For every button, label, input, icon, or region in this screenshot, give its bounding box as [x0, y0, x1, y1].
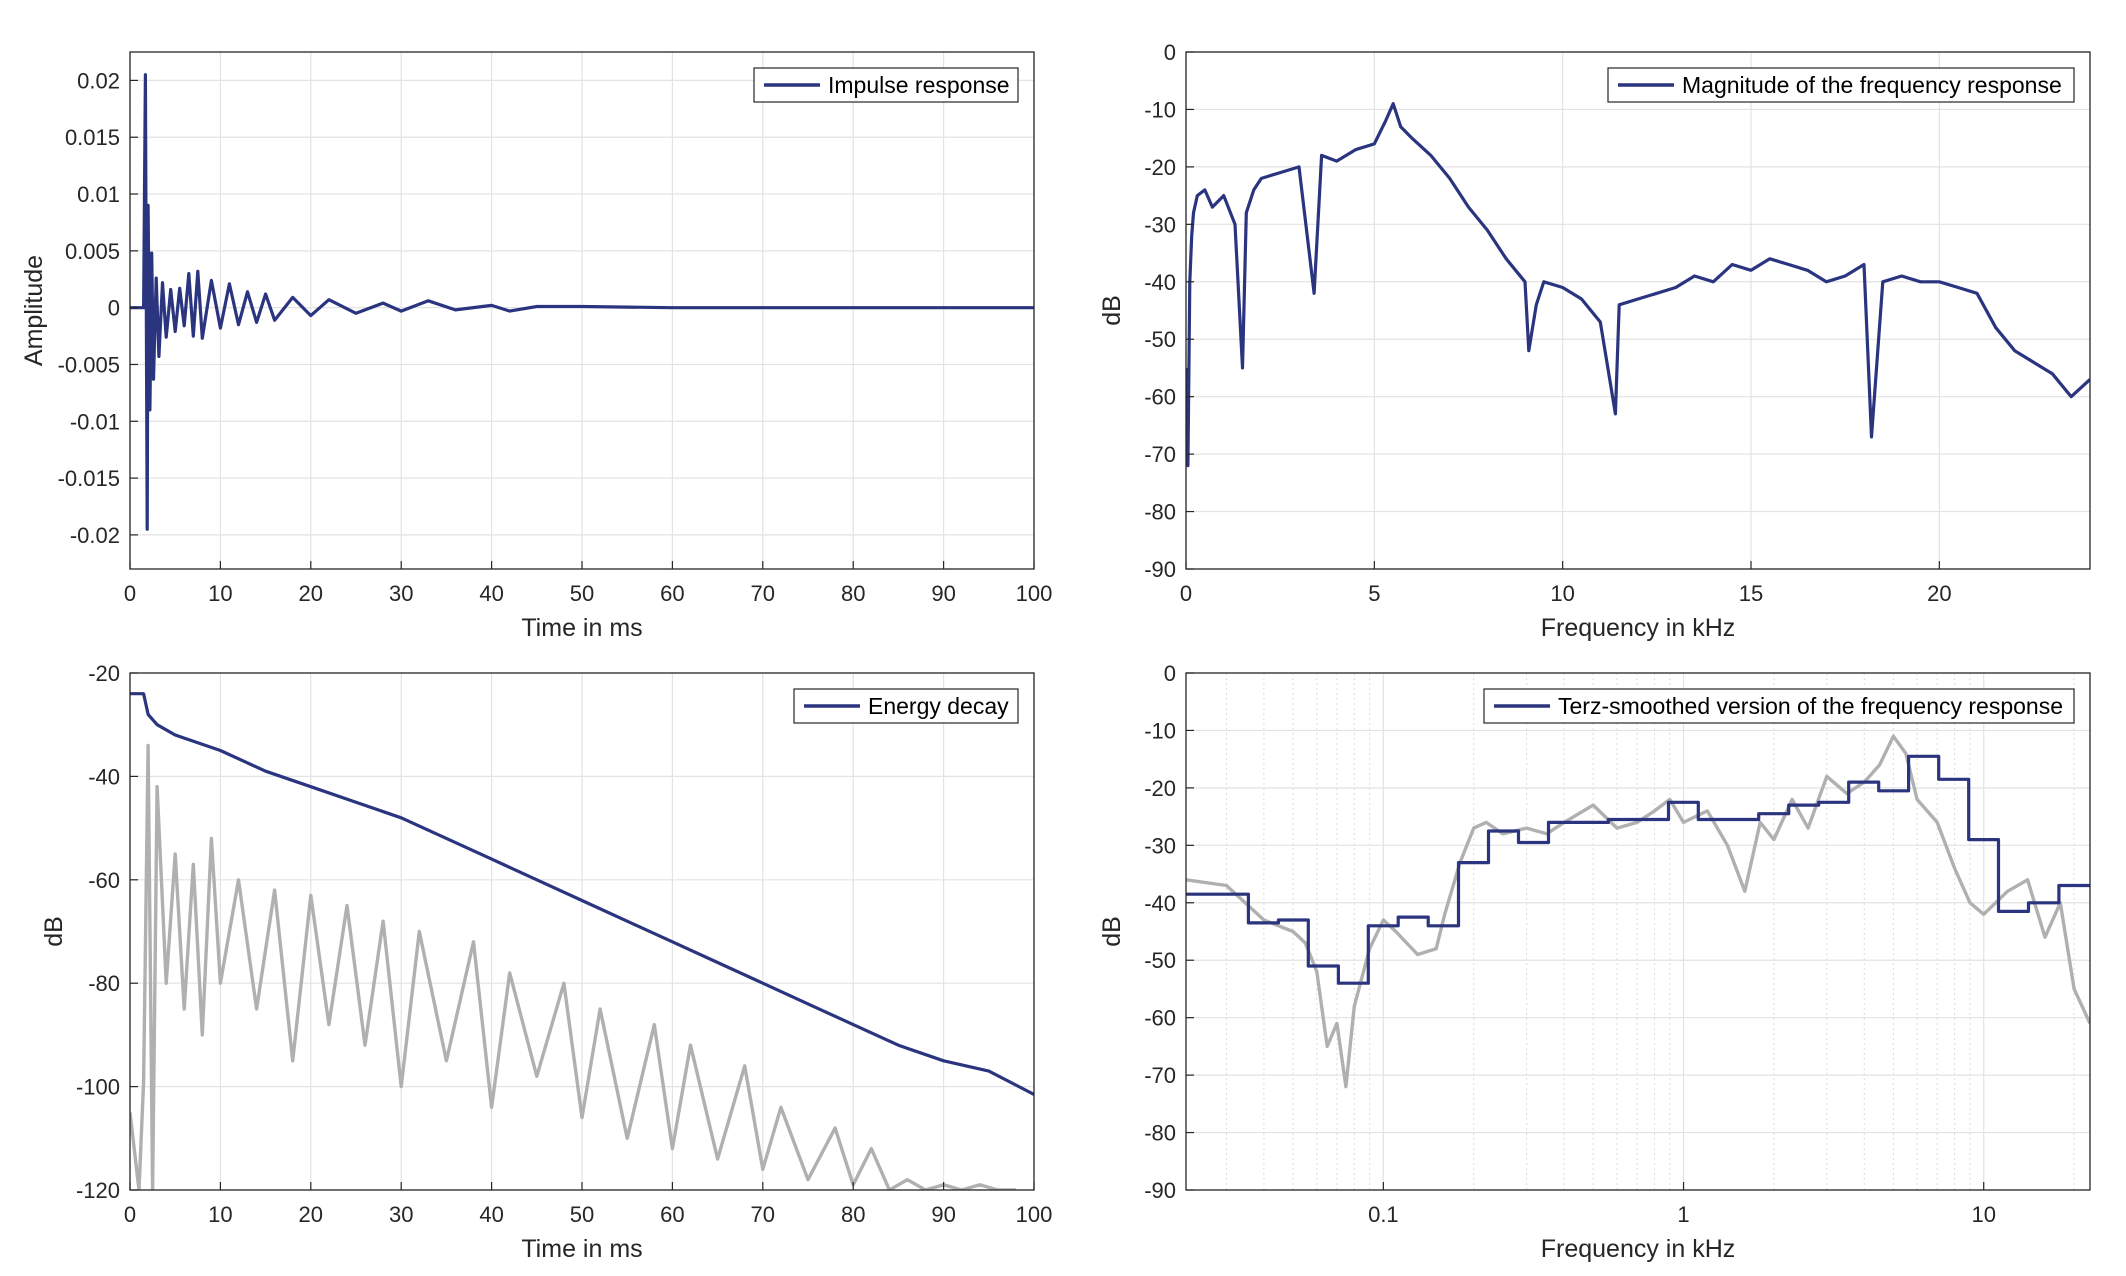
y-tick-label: -50 — [1144, 948, 1176, 973]
x-tick-label: 30 — [389, 581, 413, 606]
y-axis-label: dB — [40, 916, 68, 947]
y-axis-label: dB — [1098, 295, 1126, 326]
x-tick-label: 20 — [299, 1202, 323, 1227]
x-tick-label: 70 — [751, 581, 775, 606]
energy-decay-axes: 0 10 20 30 40 50 60 70 80 90 100 -120 -100 -80 -60 -40 -… — [40, 661, 1052, 1263]
series-group — [130, 692, 1034, 1190]
y-tick-label: -70 — [1144, 442, 1176, 467]
x-tick-label: 70 — [751, 1202, 775, 1227]
y-tick-label: -20 — [88, 661, 120, 686]
x-tick-label: 80 — [841, 581, 865, 606]
legend-label: Energy decay — [868, 693, 1009, 719]
x-axis-label: Frequency in kHz — [1541, 1235, 1736, 1263]
y-tick-label: -60 — [1144, 1006, 1176, 1031]
legend-label: Impulse response — [828, 72, 1010, 98]
y-tick-label: -40 — [1144, 270, 1176, 295]
series-line — [130, 692, 1034, 1096]
legend-box — [1483, 688, 2075, 724]
x-tick-label: 50 — [570, 1202, 594, 1227]
y-axis-label: dB — [1098, 916, 1126, 947]
x-tick-label: 15 — [1739, 581, 1763, 606]
axes-box — [1185, 51, 2091, 570]
y-tick-label: 0.02 — [77, 68, 120, 93]
series-group — [1186, 102, 2090, 468]
x-tick-label: 100 — [1016, 581, 1053, 606]
series-line — [1186, 102, 2090, 468]
frequency-response-axes: 0 5 10 15 20 -90 -80 -70 -60 -50 -40 -30 -20 -10 0 Freq… — [1098, 40, 2091, 642]
y-tick-label: -10 — [1144, 97, 1176, 122]
x-tick-label: 20 — [1927, 581, 1951, 606]
impulse-response-axes: 0 10 20 30 40 50 60 70 80 90 100 -0.02 -0.015 -0.01 -0… — [20, 51, 1053, 642]
x-tick-label: 20 — [299, 581, 323, 606]
series-line — [130, 73, 1034, 531]
y-tick-label: -80 — [1144, 500, 1176, 525]
y-tick-label: -40 — [88, 764, 120, 789]
x-axis-label: Frequency in kHz — [1541, 614, 1736, 642]
x-tick-label: 40 — [479, 581, 503, 606]
x-tick-label: 60 — [660, 581, 684, 606]
y-tick-label: 0.015 — [65, 125, 120, 150]
x-tick-label: 0.1 — [1368, 1202, 1399, 1227]
y-tick-label: -0.02 — [70, 523, 120, 548]
y-tick-label: -20 — [1144, 155, 1176, 180]
x-tick-label: 10 — [1971, 1202, 1995, 1227]
y-tick-label: -20 — [1144, 776, 1176, 801]
x-tick-label: 5 — [1368, 581, 1380, 606]
y-tick-label: -60 — [1144, 385, 1176, 410]
y-tick-label: 0 — [108, 296, 120, 321]
x-tick-label: 30 — [389, 1202, 413, 1227]
plot-area — [1186, 673, 2090, 1190]
y-tick-label: 0 — [1164, 661, 1176, 686]
x-tick-label: 40 — [479, 1202, 503, 1227]
raw-series-line — [130, 743, 1016, 1190]
x-axis-label: Time in ms — [521, 614, 642, 642]
y-tick-label: -30 — [1144, 833, 1176, 858]
y-tick-label: -70 — [1144, 1063, 1176, 1088]
y-tick-label: 0 — [1164, 40, 1176, 65]
y-tick-label: -50 — [1144, 327, 1176, 352]
y-tick-label: -0.015 — [58, 466, 120, 491]
legend-label: Magnitude of the frequency response — [1682, 72, 2062, 98]
x-tick-label: 0 — [1180, 581, 1192, 606]
y-tick-label: -30 — [1144, 212, 1176, 237]
x-tick-label: 10 — [1550, 581, 1574, 606]
x-tick-label: 50 — [570, 581, 594, 606]
x-axis-label: Time in ms — [521, 1235, 642, 1263]
x-tick-label: 0 — [124, 1202, 136, 1227]
y-tick-label: -120 — [76, 1178, 120, 1203]
y-tick-label: -90 — [1144, 557, 1176, 582]
series-group — [1186, 734, 2090, 1089]
series-group — [130, 73, 1034, 531]
y-tick-label: 0.01 — [77, 182, 120, 207]
y-tick-label: -80 — [1144, 1121, 1176, 1146]
terz-smoothed-axes: 0.1 1 10 -90 -80 -70 -60 -50 -40 -30 -20 -10 0 Freque… — [1098, 661, 2091, 1263]
x-tick-label: 90 — [931, 1202, 955, 1227]
x-tick-label: 60 — [660, 1202, 684, 1227]
plot-area — [1186, 52, 2090, 569]
legend-label: Terz-smoothed version of the frequency r… — [1558, 693, 2063, 719]
y-tick-label: -40 — [1144, 891, 1176, 916]
series-line — [1186, 754, 2090, 985]
x-tick-label: 10 — [208, 1202, 232, 1227]
x-tick-label: 0 — [124, 581, 136, 606]
y-tick-label: -0.01 — [70, 409, 120, 434]
x-tick-label: 100 — [1016, 1202, 1053, 1227]
x-tick-label: 80 — [841, 1202, 865, 1227]
legend-box — [1607, 67, 2075, 103]
y-tick-label: -10 — [1144, 718, 1176, 743]
axes-box — [1185, 672, 2091, 1191]
y-tick-label: -80 — [88, 971, 120, 996]
y-axis-label: Amplitude — [20, 255, 48, 366]
y-tick-label: -60 — [88, 868, 120, 893]
x-tick-label: 10 — [208, 581, 232, 606]
x-tick-label: 90 — [931, 581, 955, 606]
y-tick-label: -100 — [76, 1075, 120, 1100]
y-tick-label: -0.005 — [58, 352, 120, 377]
y-tick-label: 0.005 — [65, 239, 120, 264]
raw-series-line — [1186, 734, 2090, 1089]
x-tick-label: 1 — [1677, 1202, 1689, 1227]
y-tick-label: -90 — [1144, 1178, 1176, 1203]
